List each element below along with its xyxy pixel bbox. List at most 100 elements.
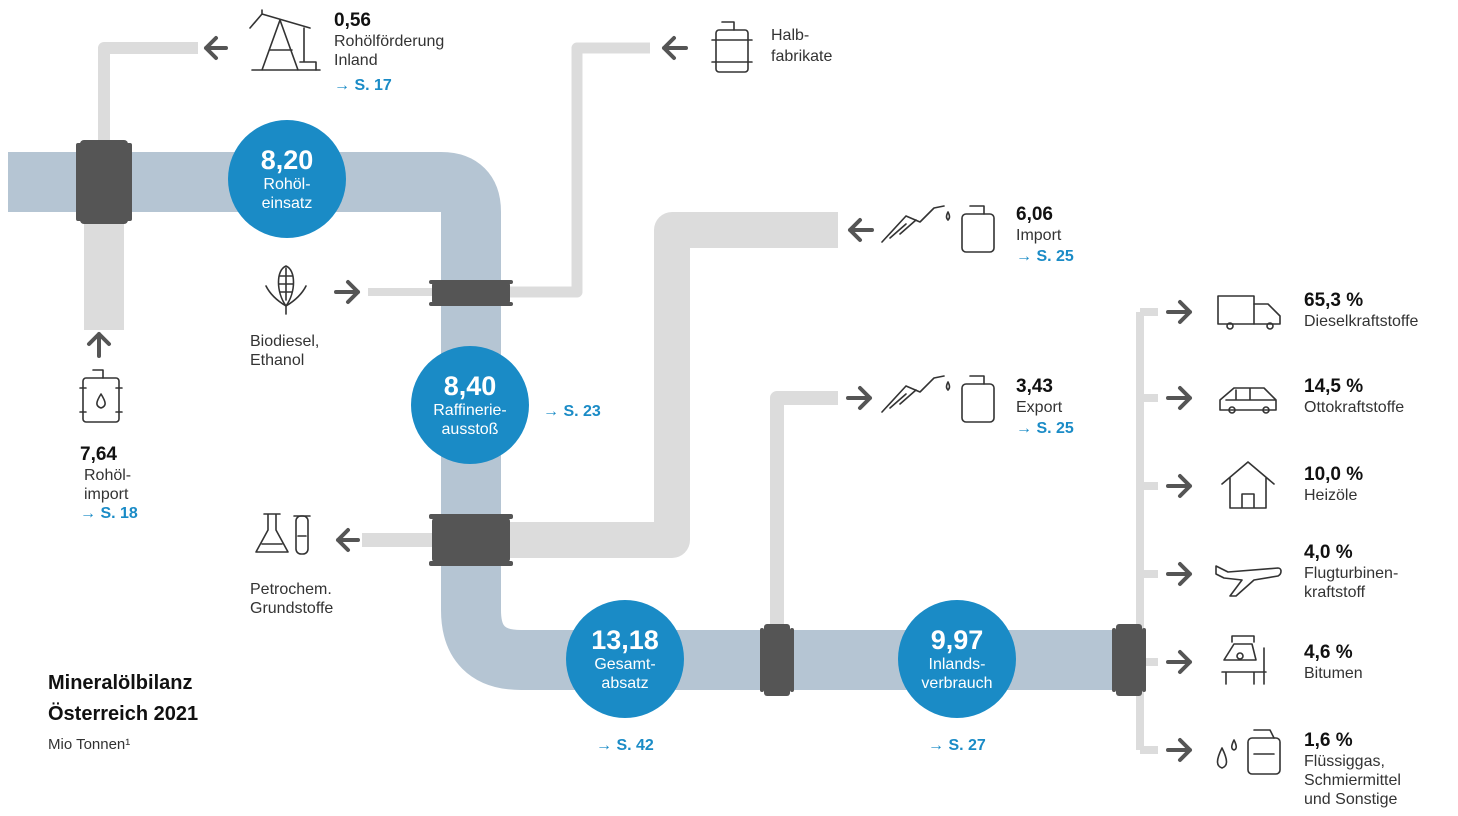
- bio-label: Biodiesel, Ethanol: [250, 332, 319, 370]
- consumption-item-sonstige: 1,6 % Flüssiggas, Schmiermittel und Sons…: [1304, 730, 1401, 809]
- raffinerie-label2: ausstoß: [441, 421, 499, 438]
- gesamtabsatz-label1: Gesamt-: [594, 656, 656, 673]
- car-icon: [1219, 387, 1277, 414]
- export-label: 3,43 Export → S. 25: [1016, 376, 1074, 438]
- export-value: 3,43: [1016, 376, 1053, 397]
- product-import-label: 6,06 Import → S. 25: [1016, 204, 1074, 266]
- gesamtabsatz-label2: absatz: [601, 675, 649, 692]
- consumption-label-line2: Schmiermittel: [1304, 772, 1401, 789]
- halbfabrikate-label: Halb- fabrikate: [771, 26, 832, 66]
- coupling-import: [80, 140, 128, 224]
- inlandsverbrauch-value: 9,97: [930, 625, 984, 655]
- petro-text2: Grundstoffe: [250, 600, 334, 617]
- arrow-petro: [336, 528, 360, 552]
- foerderung-value: 0,56: [334, 10, 371, 31]
- foerderung-text2: Inland: [334, 52, 378, 69]
- corn-icon: [265, 265, 307, 315]
- gesamtabsatz-value: 13,18: [591, 625, 659, 655]
- bubble-gesamtabsatz: 13,18 Gesamt- absatz: [566, 600, 684, 718]
- coupling-bio: [432, 282, 510, 304]
- arrow-heizoel: [1166, 474, 1192, 498]
- airplane-icon: [1215, 565, 1282, 597]
- arrow-sonstige: [1166, 738, 1192, 762]
- import-product-pipe: [470, 212, 838, 558]
- rohoel-einsatz-value: 8,20: [260, 145, 314, 175]
- inlandsverbrauch-label1: Inlands-: [928, 656, 986, 673]
- foerderung-ref[interactable]: → S. 17: [334, 77, 392, 94]
- foerderung-label: 0,56 Rohölförderung Inland → S. 17: [334, 10, 444, 95]
- arrow-diesel: [1166, 300, 1192, 324]
- arrow-foerderung: [204, 36, 228, 60]
- fuel-nozzle-icon-import: [881, 205, 995, 253]
- consumption-item-bitumen: 4,6 % Bitumen: [1304, 642, 1363, 683]
- rohoel-import-ref[interactable]: → S. 18: [80, 505, 138, 522]
- fuel-nozzle-icon-export: [881, 375, 995, 423]
- consumption-label-line2: kraftstoff: [1304, 584, 1366, 601]
- consumption-item-otto: 14,5 % Ottokraftstoffe: [1304, 376, 1404, 417]
- bio-text1: Biodiesel,: [250, 333, 320, 350]
- inlandsverbrauch-label2: verbrauch: [921, 675, 993, 692]
- consumption-label: Flüssiggas,: [1304, 753, 1385, 770]
- rohoel-import-value: 7,64: [80, 444, 117, 465]
- product-import-ref[interactable]: → S. 25: [1016, 248, 1074, 265]
- canister-drops-icon: [1216, 729, 1281, 775]
- bio-text2: Ethanol: [250, 352, 305, 369]
- raffinerie-ref[interactable]: → S. 23: [543, 403, 601, 420]
- title-line1: Mineralölbilanz: [48, 672, 193, 694]
- bubble-rohoel-einsatz: 8,20 Rohöl- einsatz: [228, 120, 346, 238]
- lab-flask-icon: [255, 513, 311, 555]
- petro-label: Petrochem. Grundstoffe: [250, 580, 333, 618]
- consumption-value: 14,5 %: [1304, 376, 1364, 397]
- product-import-value: 6,06: [1016, 204, 1053, 225]
- arrow-otto: [1166, 386, 1192, 410]
- consumption-label: Dieselkraftstoffe: [1304, 313, 1419, 330]
- title-line2: Österreich 2021: [48, 703, 199, 725]
- consumption-value: 65,3 %: [1304, 290, 1364, 311]
- gesamtabsatz-ref[interactable]: → S. 42: [596, 737, 654, 754]
- rohoel-einsatz-label1: Rohöl-: [263, 176, 311, 193]
- consumption-item-flug: 4,0 % Flugturbinen- kraftstoff: [1304, 542, 1398, 602]
- consumption-label: Ottokraftstoffe: [1304, 399, 1405, 416]
- petro-text1: Petrochem.: [250, 581, 332, 598]
- rohoel-import-text2: import: [84, 486, 129, 503]
- rohoel-import-label: 7,64 Rohöl- import → S. 18: [80, 444, 138, 523]
- consumption-value: 1,6 %: [1304, 730, 1353, 751]
- halbfabrikate-text2: fabrikate: [771, 48, 833, 65]
- arrow-import: [87, 332, 111, 358]
- consumption-label-line3: und Sonstige: [1304, 791, 1398, 808]
- consumption-value: 10,0 %: [1304, 464, 1364, 485]
- oil-barrel-icon: [79, 369, 123, 423]
- consumption-item-diesel: 65,3 % Dieselkraftstoffe: [1304, 290, 1418, 331]
- truck-icon: [1217, 295, 1281, 330]
- arrow-bio: [334, 280, 360, 304]
- arrow-bitumen: [1166, 650, 1192, 674]
- arrow-export: [846, 386, 872, 410]
- consumption-value: 4,0 %: [1304, 542, 1353, 563]
- consumption-item-heizoel: 10,0 % Heizöle: [1304, 464, 1363, 505]
- arrow-halbfabrikate: [662, 36, 688, 60]
- coupling-export: [764, 624, 790, 696]
- consumption-label: Flugturbinen-: [1304, 565, 1399, 582]
- raffinerie-value: 8,40: [443, 371, 497, 401]
- main-pipe: [8, 152, 1118, 690]
- coupling-end: [1116, 624, 1142, 696]
- export-pipe: [770, 391, 838, 640]
- raffinerie-label1: Raffinerie-: [433, 402, 507, 419]
- export-text: Export: [1016, 399, 1063, 416]
- cement-mixer-icon: [1221, 635, 1267, 685]
- halbfabrikate-text1: Halb-: [771, 27, 810, 44]
- bubble-raffinerie: 8,40 Raffinerie- ausstoß: [411, 346, 529, 464]
- consumption-value: 4,6 %: [1304, 642, 1353, 663]
- bubble-inlandsverbrauch: 9,97 Inlands- verbrauch: [898, 600, 1016, 718]
- consumption-label: Heizöle: [1304, 487, 1358, 504]
- arrow-flug: [1166, 562, 1192, 586]
- export-ref[interactable]: → S. 25: [1016, 420, 1074, 437]
- inlandsverbrauch-ref[interactable]: → S. 27: [928, 737, 986, 754]
- product-import-text: Import: [1016, 227, 1062, 244]
- house-icon: [1221, 461, 1275, 509]
- coupling-petro: [432, 518, 510, 562]
- pumpjack-icon: [249, 9, 321, 71]
- rohoel-import-text1: Rohöl-: [84, 467, 132, 484]
